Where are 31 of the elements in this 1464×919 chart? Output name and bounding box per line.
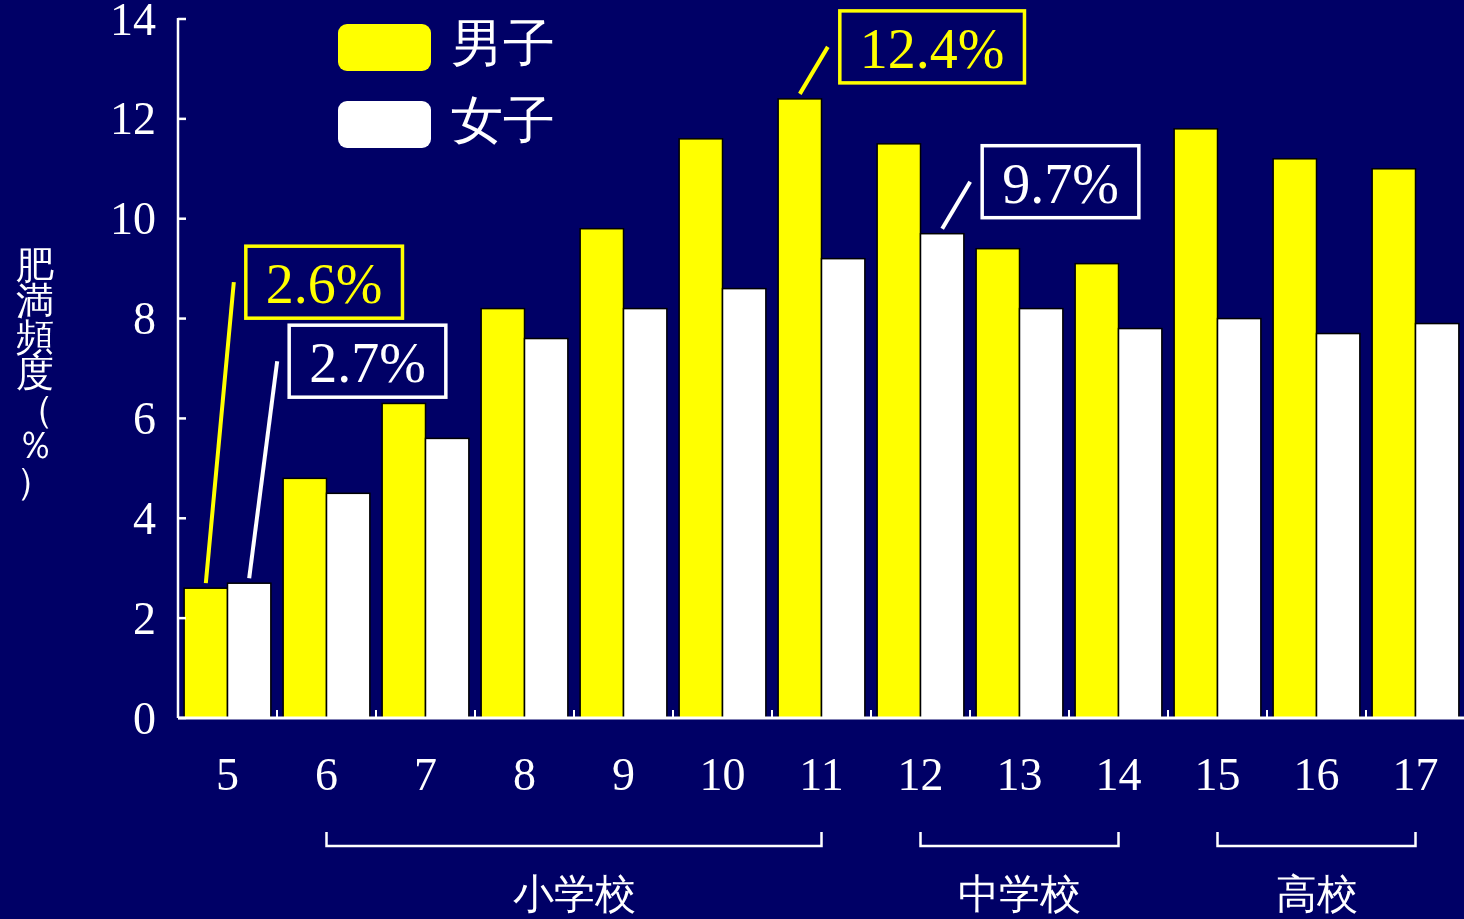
- x-tick-label: 12: [897, 749, 944, 800]
- data-label: 12.4%: [859, 17, 1005, 80]
- text: 中学校: [958, 871, 1081, 917]
- y-axis-title: 肥満頻度（％）: [16, 244, 54, 502]
- x-tick-label: 9: [612, 749, 635, 800]
- x-tick-label: 15: [1194, 749, 1241, 800]
- y-tick-label: 6: [133, 392, 156, 444]
- x-tick-label: 13: [996, 749, 1043, 800]
- x-tick-label: 10: [699, 749, 746, 800]
- y-tick-label: 10: [110, 193, 156, 245]
- x-tick-label: 7: [414, 749, 437, 800]
- x-tick-label: 14: [1095, 749, 1142, 800]
- x-tick-label: 8: [513, 749, 536, 800]
- x-tick-label: 16: [1293, 749, 1340, 800]
- legend-label: 男子: [451, 15, 555, 72]
- data-label: 9.7%: [1002, 152, 1119, 215]
- y-tick-label: 4: [133, 492, 156, 544]
- y-tick-label: 12: [110, 93, 156, 145]
- legend-label: 女子: [451, 92, 555, 149]
- x-tick-label: 17: [1392, 749, 1439, 800]
- x-tick-label: 6: [315, 749, 338, 800]
- y-tick-label: 2: [133, 592, 156, 644]
- y-tick-label: 0: [133, 692, 156, 744]
- data-label: 2.7%: [309, 332, 426, 395]
- x-tick-label: 11: [799, 749, 844, 800]
- y-tick-label: 14: [110, 0, 156, 45]
- text: 小学校: [512, 871, 636, 917]
- data-label: 2.6%: [265, 253, 383, 316]
- y-tick-label: 8: [133, 293, 156, 345]
- text: 高校: [1275, 871, 1358, 917]
- x-tick-label: 5: [216, 749, 239, 800]
